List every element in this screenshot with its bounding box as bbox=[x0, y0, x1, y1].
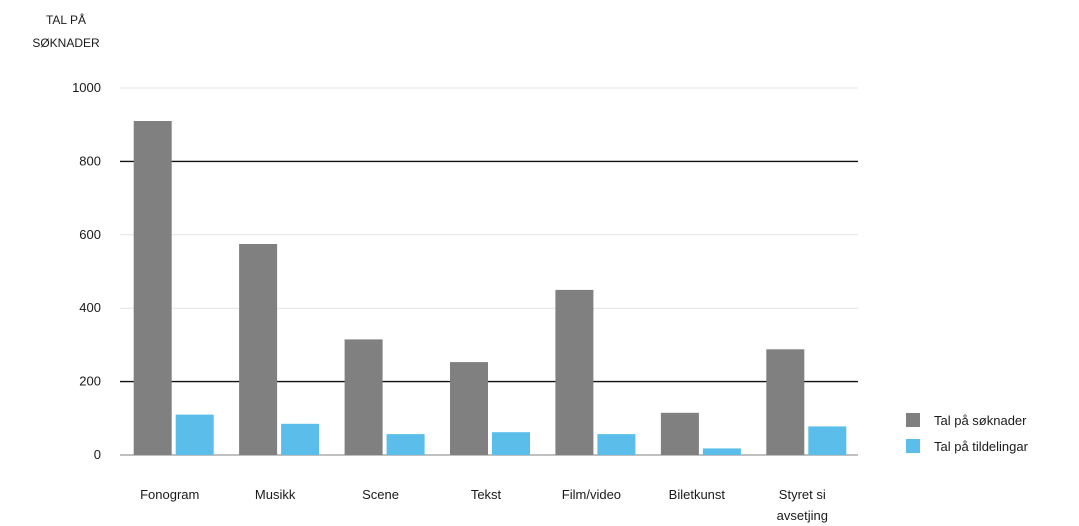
legend-swatch-1 bbox=[906, 439, 920, 453]
y-tick-label: 600 bbox=[79, 227, 101, 242]
bar-soknader-4 bbox=[555, 289, 594, 455]
bar-tildelingar-4 bbox=[597, 434, 636, 455]
bar-tildelingar-0 bbox=[175, 414, 214, 455]
bar-tildelingar-1 bbox=[281, 423, 320, 455]
bar-soknader-3 bbox=[450, 362, 488, 455]
bar-tildelingar-3 bbox=[492, 432, 530, 455]
legend-swatch-0 bbox=[906, 413, 920, 427]
x-category-label: Scene bbox=[362, 487, 399, 502]
bar-soknader-5 bbox=[660, 412, 699, 455]
bars bbox=[133, 121, 847, 455]
x-category-label: Styret si bbox=[779, 487, 826, 502]
y-tick-label: 400 bbox=[79, 300, 101, 315]
x-axis-labels: Fonogram Musikk Scene Tekst Film/video Biletk… bbox=[140, 487, 828, 523]
bar-tildelingar-2 bbox=[386, 434, 425, 455]
legend: Tal på søknader Tal på tildelingar bbox=[906, 413, 1029, 454]
y-axis-ticks: 0 200 400 600 800 1000 bbox=[72, 80, 101, 462]
y-tick-label: 800 bbox=[79, 153, 101, 168]
y-tick-label: 200 bbox=[79, 374, 101, 389]
x-category-label: Biletkunst bbox=[669, 487, 726, 502]
y-tick-label: 1000 bbox=[72, 80, 101, 95]
x-category-label: Film/video bbox=[562, 487, 621, 502]
bar-soknader-2 bbox=[344, 339, 383, 455]
x-category-label: avsetjing bbox=[777, 508, 828, 523]
y-axis-title: TAL PÅ SØKNADER bbox=[32, 12, 100, 50]
x-category-label: Fonogram bbox=[140, 487, 199, 502]
bar-tildelingar-5 bbox=[702, 448, 741, 455]
bar-tildelingar-6 bbox=[808, 426, 847, 455]
legend-label-0: Tal på søknader bbox=[934, 413, 1027, 428]
legend-label-1: Tal på tildelingar bbox=[934, 439, 1029, 454]
y-axis-title-line-1: TAL PÅ bbox=[46, 12, 86, 27]
bar-soknader-6 bbox=[766, 349, 805, 455]
gridlines bbox=[120, 87, 858, 456]
bar-soknader-0 bbox=[133, 121, 172, 455]
x-category-label: Musikk bbox=[255, 487, 296, 502]
y-axis-title-line-2: SØKNADER bbox=[32, 36, 100, 50]
x-category-label: Tekst bbox=[471, 487, 502, 502]
bar-soknader-1 bbox=[239, 244, 278, 455]
y-tick-label: 0 bbox=[94, 447, 101, 462]
